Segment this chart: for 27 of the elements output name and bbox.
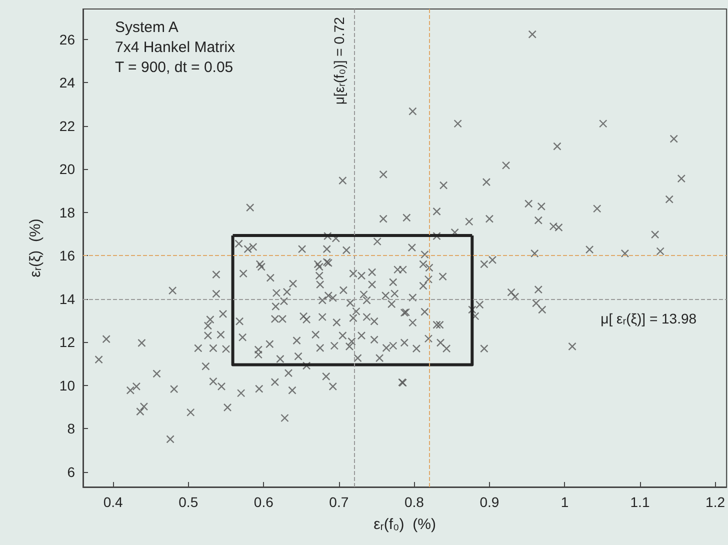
x-tick-label: 1.1 [630, 494, 650, 510]
x-tick-label: 0.7 [329, 494, 349, 510]
ref-line-label: μ[εᵣ(f₀)] = 0.72 [330, 16, 347, 105]
annotation: 7x4 Hankel Matrix [115, 39, 236, 56]
x-tick-label: 0.6 [254, 494, 274, 510]
y-tick-label: 8 [67, 420, 76, 437]
y-tick-label: 18 [59, 204, 76, 220]
x-tick-label: 0.9 [480, 494, 500, 510]
x-axis-title: εᵣ(f₀) (%) [374, 516, 436, 533]
y-tick-label: 20 [59, 161, 76, 178]
annotation: T = 900, dt = 0.05 [115, 59, 234, 76]
y-tick-label: 26 [59, 31, 76, 48]
x-tick-label: 0.8 [404, 494, 424, 510]
y-tick-label: 6 [67, 464, 76, 480]
y-axis-title: εᵣ(ξ) (%) [27, 218, 44, 278]
y-tick-label: 22 [59, 118, 76, 134]
x-tick-label: 0.4 [103, 494, 124, 510]
y-tick-label: 14 [59, 290, 76, 307]
ref-line-label: μ[ εᵣ(ξ)] = 13.98 [600, 310, 697, 326]
x-tick-label: 0.5 [178, 494, 198, 510]
x-tick-label: 1.2 [706, 494, 726, 510]
y-tick-label: 10 [59, 377, 76, 394]
y-tick-label: 16 [59, 248, 76, 264]
annotation: System A [115, 19, 178, 36]
x-tick-label: 1 [560, 494, 569, 510]
y-tick-label: 12 [59, 334, 76, 350]
y-tick-label: 24 [59, 74, 76, 91]
